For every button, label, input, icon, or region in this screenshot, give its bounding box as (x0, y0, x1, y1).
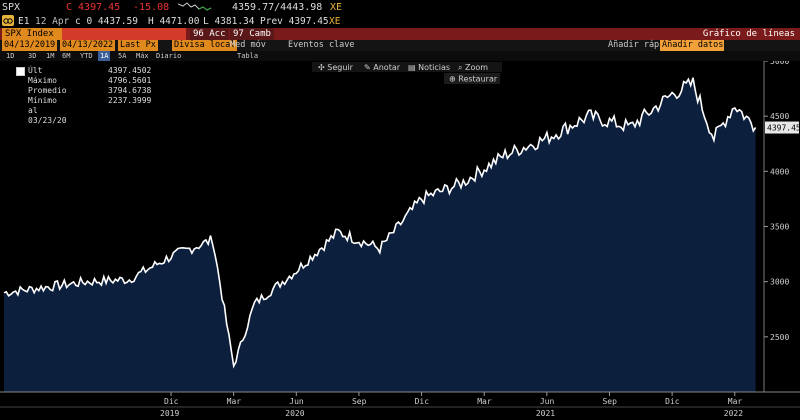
price-field-select[interactable]: Last Px (118, 40, 158, 51)
key-events-toggle[interactable]: Eventos clave (288, 40, 355, 50)
prev-price: Prev 4397.45 (260, 16, 329, 27)
x-year-label: 2020 (285, 409, 304, 418)
y-tick-label: 4000 (770, 167, 789, 176)
low-price: L 4381.34 (203, 16, 255, 27)
restore-button[interactable]: ⊕ Restaurar (449, 75, 498, 84)
security-field[interactable]: SPX Index (2, 28, 66, 40)
x-year-label: 2021 (536, 409, 555, 418)
price-line (3, 77, 757, 369)
x-tick-label: Mar (227, 397, 242, 406)
zoom-button[interactable]: ⌕ Zoom (458, 63, 488, 72)
annotate-button[interactable]: ✎ Anotar (364, 63, 401, 72)
date-row: 04/13/2019 04/13/2022 Last Px Divisa loc… (0, 40, 800, 51)
frequency-select[interactable]: Diario (156, 52, 182, 60)
x-tick-label: Mar (477, 397, 492, 406)
x-year-label: 2022 (724, 409, 743, 418)
x-tick-label: Dic (665, 397, 680, 406)
currency-select[interactable]: Divisa local (172, 40, 238, 51)
period-5a[interactable]: 5A (118, 52, 127, 60)
y-tick-label: 3500 (770, 223, 789, 232)
period-row: 1D 3D 1M 6M YTD 1A 5A Máx Diario Tabla (0, 51, 800, 61)
period-6m[interactable]: 6M (62, 52, 71, 60)
command-field[interactable] (62, 28, 186, 40)
price-area (4, 77, 756, 392)
follow-button[interactable]: ✣ Seguir (318, 63, 354, 72)
x-year-label: 2019 (160, 409, 179, 418)
table-button[interactable]: Tabla (237, 52, 259, 60)
sparkline-icon (177, 1, 212, 15)
high-price: H 4471.00 (148, 16, 200, 27)
quote-flag: XE (329, 16, 341, 27)
change-menu[interactable]: 97 Camb (230, 28, 274, 40)
open-price: c 0 4437.59 (75, 16, 138, 27)
start-date-field[interactable]: 04/13/2019 (2, 40, 58, 51)
ticker-row: SPX C 4397.45 -15.08 4359.77/4443.98 XE (0, 0, 800, 15)
y-tick-label: 4500 (770, 112, 789, 121)
moving-average-toggle[interactable]: Med móv (230, 40, 266, 50)
quote-row: E1 12 Apr c 0 4437.59 H 4471.00 L 4381.3… (0, 15, 800, 28)
last-price-label: 4397.450 (767, 124, 800, 133)
x-tick-label: Sep (352, 397, 367, 406)
actions-menu[interactable]: 96 Acc (190, 28, 229, 40)
bloomberg-icon[interactable] (2, 15, 14, 26)
period-3d[interactable]: 3D (28, 52, 37, 60)
x-tick-label: Jun (540, 397, 555, 406)
day-range: 4359.77/4443.98 (232, 2, 323, 13)
last-price: C 4397.45 (66, 2, 121, 13)
x-tick-label: Dic (164, 397, 179, 406)
period-1d[interactable]: 1D (6, 52, 15, 60)
end-date-field[interactable]: 04/13/2022 (60, 40, 116, 51)
period-ytd[interactable]: YTD (80, 52, 93, 60)
chart-type-title: Gráfico de líneas (702, 29, 795, 39)
x-tick-label: Dic (415, 397, 430, 406)
y-tick-label: 5000 (770, 61, 789, 66)
add-data-field[interactable]: Añadir datos (660, 40, 724, 51)
period-1a[interactable]: 1A (98, 51, 111, 61)
legend-checkbox[interactable] (16, 67, 25, 76)
price-change: -15.08 (133, 2, 170, 13)
period-1m[interactable]: 1M (46, 52, 55, 60)
price-chart[interactable]: 2500 3000 3500 4000 4500 5000 4397.450 Dic Mar Ju… (0, 61, 800, 420)
x-tick-label: Sep (602, 397, 617, 406)
quote-date: 12 Apr (35, 16, 70, 27)
chart-toolbar: ✣ Seguir ✎ Anotar ▤ Noticias ⌕ Zoom ⊕ Re… (312, 62, 502, 84)
ticker-symbol[interactable]: SPX (2, 2, 21, 13)
y-tick-label: 3000 (770, 278, 789, 287)
title-bar: SPX Index 96 Acc 97 Camb Gráfico de líne… (0, 28, 800, 40)
ticker-flag: XE (330, 2, 343, 13)
last-price-tag (765, 121, 799, 134)
period-max[interactable]: Máx (136, 52, 149, 60)
x-tick-label: Jun (289, 397, 304, 406)
quick-add-button[interactable]: Añadir rápid (608, 40, 670, 50)
x-tick-label: Mar (728, 397, 743, 406)
exchange-code: E1 (18, 16, 30, 27)
news-button[interactable]: ▤ Noticias (408, 63, 450, 72)
y-tick-label: 2500 (770, 333, 789, 342)
